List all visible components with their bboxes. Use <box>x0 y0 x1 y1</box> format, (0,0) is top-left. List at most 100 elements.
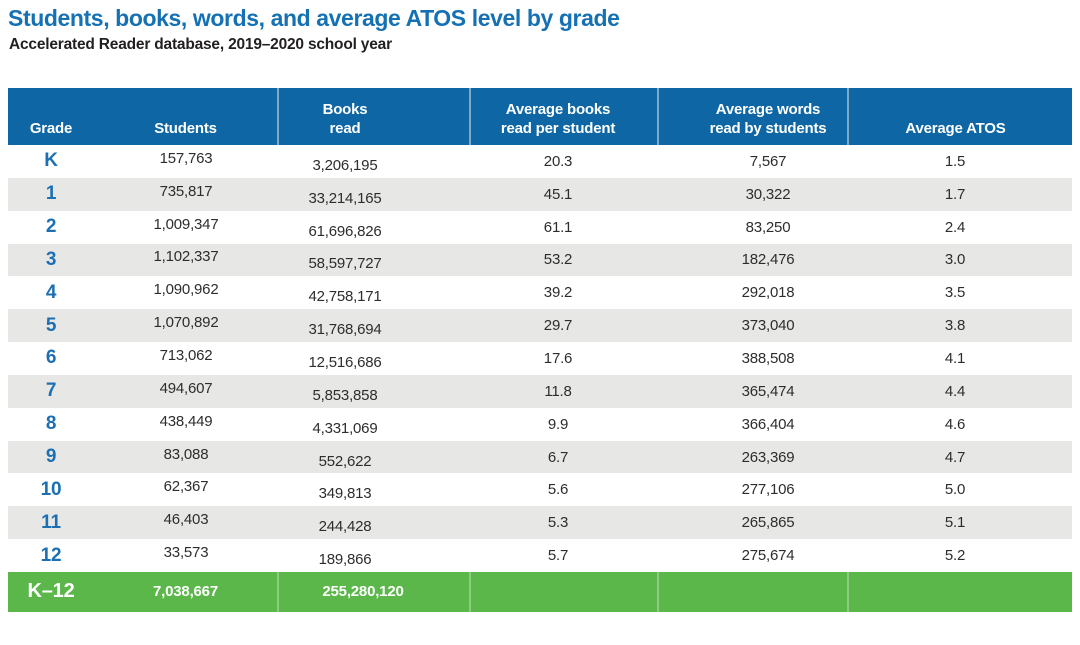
total-row: K–12 7,038,667 255,280,120 <box>8 571 1072 612</box>
cell-students: 62,367 <box>94 473 278 506</box>
cell-avg-words: 277,106 <box>658 473 848 506</box>
cell-value: 244,428 <box>318 518 372 536</box>
cell-value: 3.5 <box>944 284 966 302</box>
cell-value: 277,106 <box>741 481 795 499</box>
column-header-avg-books: Average books read per student <box>469 88 658 145</box>
header-line-bottom: read per student <box>500 119 616 137</box>
cell-avg-words: 263,369 <box>658 441 848 474</box>
cell-grade: 6 <box>8 342 94 375</box>
cell-avg-words: 366,404 <box>658 408 848 441</box>
table-row: 1 735,817 33,214,165 45.1 30,322 1.7 <box>8 177 1072 211</box>
cell-avg-words: 83,250 <box>658 211 848 244</box>
cell-grade: 7 <box>8 375 94 408</box>
cell-value: 33,573 <box>163 544 209 562</box>
cell-value: 17.6 <box>543 349 573 367</box>
cell-value: 12 <box>40 544 62 566</box>
cell-avg-atos: 4.6 <box>848 408 1072 441</box>
cell-grade: 5 <box>8 309 94 342</box>
cell-avg-words: 292,018 <box>658 276 848 309</box>
cell-value: 4,331,069 <box>312 419 378 437</box>
header-line-bottom: Students <box>154 119 217 137</box>
cell-value: 4.6 <box>944 415 966 433</box>
cell-value: 1 <box>45 183 57 205</box>
cell-avg-words: 373,040 <box>658 309 848 342</box>
cell-value: 157,763 <box>159 149 213 167</box>
cell-value: 5.6 <box>547 481 569 499</box>
cell-avg-books: 5.6 <box>470 473 658 506</box>
cell-value: 12,516,686 <box>308 353 382 371</box>
cell-grade: 11 <box>8 506 94 539</box>
cell-avg-atos: 2.4 <box>848 211 1072 244</box>
cell-total-books-read: 255,280,120 <box>277 571 470 612</box>
table-body: K 157,763 3,206,195 20.3 7,567 1.5 1 735,817 33,… <box>8 145 1072 572</box>
cell-value: 83,250 <box>745 218 791 236</box>
cell-avg-books: 6.7 <box>470 441 658 474</box>
cell-books-read: 189,866 <box>278 539 470 572</box>
cell-value: 10 <box>40 478 62 500</box>
cell-total-avg-words-empty <box>657 571 848 612</box>
table-row: 6 713,062 12,516,686 17.6 388,508 4.1 <box>8 342 1072 375</box>
cell-value: 58,597,727 <box>308 255 382 273</box>
header-line-bottom: read by students <box>709 119 827 137</box>
cell-avg-books: 20.3 <box>470 145 658 178</box>
cell-books-read: 349,813 <box>278 473 470 506</box>
cell-avg-atos: 1.5 <box>848 145 1072 178</box>
cell-grade: 2 <box>8 211 94 244</box>
cell-avg-words: 182,476 <box>658 244 848 277</box>
cell-value: 5,853,858 <box>312 386 378 404</box>
table-row: 9 83,088 552,622 6.7 263,369 4.7 <box>8 440 1072 474</box>
cell-value: 735,817 <box>159 182 213 200</box>
cell-value: 39.2 <box>543 284 573 302</box>
table-row: 8 438,449 4,331,069 9.9 366,404 4.6 <box>8 408 1072 441</box>
cell-value: 29.7 <box>543 317 573 335</box>
cell-avg-books: 11.8 <box>470 375 658 408</box>
cell-books-read: 31,768,694 <box>278 309 470 342</box>
cell-total-avg-books-empty <box>469 571 658 612</box>
cell-value: 5.7 <box>547 547 569 565</box>
cell-value: 8 <box>45 413 57 435</box>
table-row: 12 33,573 189,866 5.7 275,674 5.2 <box>8 539 1072 572</box>
column-header-avg-atos: Average ATOS <box>847 88 1072 145</box>
cell-value: 2 <box>45 216 57 238</box>
cell-value: 62,367 <box>163 478 209 496</box>
cell-avg-words: 7,567 <box>658 145 848 178</box>
cell-avg-books: 9.9 <box>470 408 658 441</box>
header-line-bottom: Grade <box>29 119 73 137</box>
header-line-bottom: read <box>329 119 361 137</box>
cell-avg-words: 275,674 <box>658 539 848 572</box>
cell-value: 1.7 <box>944 185 966 203</box>
cell-value: 5 <box>45 314 57 336</box>
cell-value: 30,322 <box>745 185 791 203</box>
cell-value: 45.1 <box>543 185 573 203</box>
cell-avg-atos: 4.1 <box>848 342 1072 375</box>
header-line-top: Average books <box>505 101 611 119</box>
cell-students: 1,102,337 <box>94 244 278 277</box>
cell-value: 83,088 <box>163 445 209 463</box>
cell-value: 3.8 <box>944 317 966 335</box>
table-row: 3 1,102,337 58,597,727 53.2 182,476 3.0 <box>8 243 1072 277</box>
cell-value: K <box>44 150 58 172</box>
cell-avg-books: 17.6 <box>470 342 658 375</box>
column-header-avg-words: Average words read by students <box>657 88 848 145</box>
table-row: 5 1,070,892 31,768,694 29.7 373,040 3.8 <box>8 309 1072 343</box>
cell-value: 9.9 <box>547 415 569 433</box>
cell-students: 157,763 <box>94 145 278 178</box>
cell-avg-atos: 3.5 <box>848 276 1072 309</box>
cell-value: 366,404 <box>741 415 795 433</box>
cell-value: 7 <box>45 380 57 402</box>
header-line-top: Average words <box>715 101 821 119</box>
table-row: K 157,763 3,206,195 20.3 7,567 1.5 <box>8 145 1072 178</box>
cell-avg-atos: 3.0 <box>848 244 1072 277</box>
cell-avg-books: 39.2 <box>470 276 658 309</box>
cell-value: 1,102,337 <box>153 248 219 266</box>
page-title: Students, books, words, and average ATOS… <box>8 5 620 31</box>
cell-value: 53.2 <box>543 251 573 269</box>
table-row: 11 46,403 244,428 5.3 265,865 5.1 <box>8 506 1072 540</box>
cell-books-read: 61,696,826 <box>278 211 470 244</box>
cell-value: 5.3 <box>547 514 569 532</box>
cell-grade: 4 <box>8 276 94 309</box>
cell-avg-atos: 4.4 <box>848 375 1072 408</box>
cell-value: 4.4 <box>944 382 966 400</box>
cell-avg-atos: 1.7 <box>848 178 1072 211</box>
